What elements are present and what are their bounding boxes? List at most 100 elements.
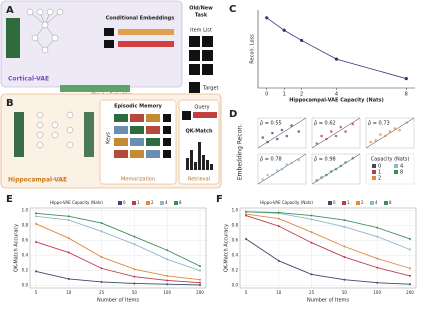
scatter-point bbox=[320, 176, 323, 179]
annotation: ρ̂ = 0.78 bbox=[260, 157, 282, 163]
data-point bbox=[343, 256, 346, 259]
legend-label: 4 bbox=[400, 164, 403, 170]
x-axis-label: Number of Items bbox=[97, 298, 139, 304]
panel-label: B bbox=[6, 98, 14, 109]
box-label: Query bbox=[194, 105, 209, 111]
legend-swatch bbox=[174, 201, 178, 205]
data-point bbox=[343, 219, 346, 222]
data-point bbox=[376, 281, 379, 284]
x-tick-label: 10 bbox=[276, 290, 282, 295]
legend-swatch bbox=[384, 201, 388, 205]
x-tick-label: 8 bbox=[405, 92, 408, 98]
plot-frame bbox=[239, 207, 417, 289]
scatter-point bbox=[344, 130, 347, 133]
y-tick-label: 1.0 bbox=[22, 207, 29, 212]
scatter-point bbox=[325, 137, 328, 141]
data-point bbox=[199, 269, 201, 272]
data-point bbox=[245, 213, 247, 216]
x-tick-label: 50 bbox=[342, 290, 348, 295]
annotation: ρ̂ = 0.98 bbox=[314, 157, 336, 163]
data-point bbox=[310, 214, 313, 217]
data-point bbox=[265, 16, 269, 20]
scatter-point bbox=[329, 130, 333, 133]
data-point bbox=[35, 270, 37, 273]
scatter-point bbox=[285, 163, 289, 166]
scatter-point bbox=[329, 170, 333, 173]
legend-label: 2 bbox=[151, 200, 154, 205]
key-grid bbox=[114, 114, 171, 158]
scatter-point bbox=[275, 137, 279, 141]
x-tick-label: 25 bbox=[309, 290, 315, 295]
data-line bbox=[35, 215, 201, 272]
data-point bbox=[199, 281, 201, 284]
scatter-point bbox=[325, 173, 328, 177]
scatter-point bbox=[266, 140, 269, 144]
data-point bbox=[133, 268, 136, 271]
task-label: Target bbox=[202, 86, 219, 92]
annotation: ρ̂ = 0.62 bbox=[314, 121, 336, 127]
x-tick-label: 2 bbox=[300, 92, 303, 98]
x-tick-label: 0 bbox=[265, 92, 268, 98]
data-line bbox=[245, 238, 411, 285]
scatter-point bbox=[334, 167, 338, 171]
panel-label: C bbox=[229, 4, 236, 15]
y-tick-label: 0.2 bbox=[232, 268, 239, 273]
data-point bbox=[277, 259, 280, 262]
input-image bbox=[6, 18, 20, 58]
scatter-point bbox=[261, 178, 265, 181]
data-point bbox=[245, 210, 247, 213]
scatter-point bbox=[334, 134, 338, 138]
output-image bbox=[84, 112, 94, 157]
legend-swatch bbox=[328, 201, 332, 205]
data-point bbox=[409, 248, 411, 251]
data-point bbox=[277, 211, 280, 214]
digit-icon bbox=[104, 28, 114, 36]
data-point bbox=[343, 245, 346, 248]
y-axis-label: Recon. Loss bbox=[250, 34, 256, 64]
x-tick-label: 5 bbox=[245, 290, 248, 295]
module-name: Hippocampal-VAE bbox=[8, 177, 67, 184]
data-point bbox=[100, 267, 103, 270]
data-point bbox=[199, 278, 201, 281]
legend-swatch bbox=[372, 164, 376, 168]
data-point bbox=[404, 77, 408, 81]
legend-swatch bbox=[356, 201, 360, 205]
data-point bbox=[166, 274, 169, 277]
legend-swatch bbox=[394, 164, 398, 168]
scatter-point bbox=[344, 161, 347, 164]
data-point bbox=[67, 277, 70, 280]
scatter-point bbox=[271, 131, 274, 135]
y-tick-label: 0.8 bbox=[232, 222, 239, 227]
scatter-point bbox=[261, 136, 265, 139]
annotation: ρ̂ = 0.55 bbox=[260, 121, 282, 127]
panel-label: F bbox=[216, 194, 223, 205]
scatter-point bbox=[315, 142, 319, 145]
legend-swatch bbox=[394, 170, 398, 174]
data-point bbox=[310, 231, 313, 234]
x-tick-label: 1 bbox=[283, 92, 286, 98]
data-point bbox=[133, 243, 136, 246]
panel-label: E bbox=[6, 194, 13, 205]
data-point bbox=[67, 215, 70, 218]
data-point bbox=[67, 219, 70, 222]
data-point bbox=[300, 38, 304, 43]
data-point bbox=[409, 274, 411, 277]
x-tick-label: 4 bbox=[335, 92, 338, 98]
legend-title: Capacity (Nats) bbox=[371, 157, 410, 163]
data-point bbox=[409, 283, 411, 286]
legend-label: 0 bbox=[123, 200, 126, 205]
scatter-point bbox=[297, 130, 301, 133]
data-point bbox=[245, 237, 247, 240]
legend-title: Hippo-VAE Capacity (Nats) bbox=[50, 200, 103, 205]
x-tick-label: 100 bbox=[373, 290, 381, 295]
scatter-point bbox=[351, 122, 355, 126]
data-point bbox=[67, 237, 70, 240]
y-axis-label: Embedding Recon. bbox=[237, 124, 244, 180]
data-line bbox=[245, 213, 411, 269]
plot-frame bbox=[29, 207, 207, 289]
network-icon bbox=[36, 111, 74, 149]
scatter-point bbox=[383, 134, 387, 138]
scatter-point bbox=[339, 125, 343, 129]
data-point bbox=[409, 237, 411, 240]
